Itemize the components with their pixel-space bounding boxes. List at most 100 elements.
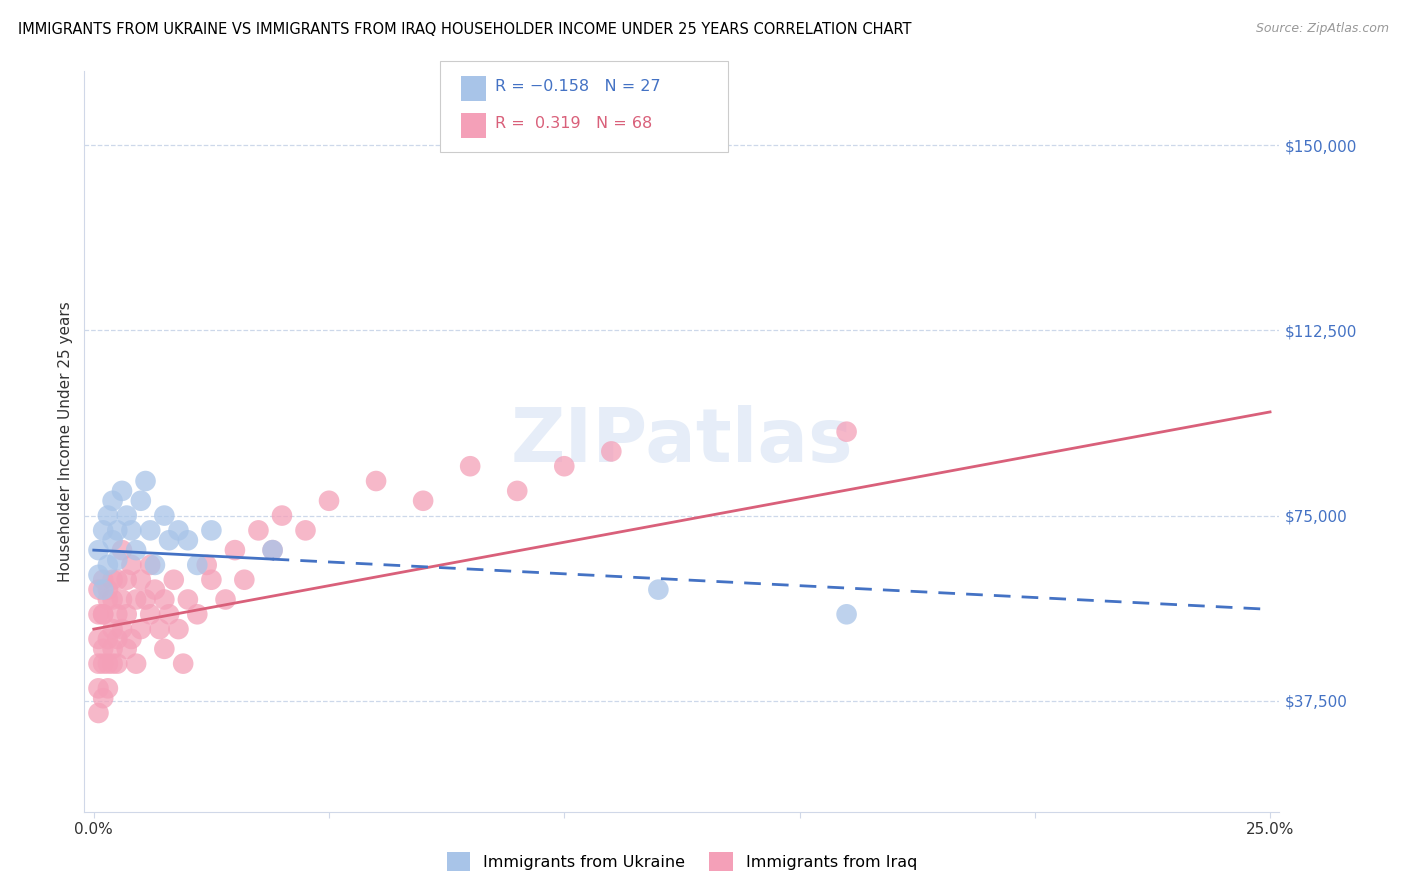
Point [318, 493, 340, 508]
Point [91, 573, 114, 587]
Point [172, 657, 194, 671]
Point [105, 553, 128, 567]
Point [600, 444, 623, 458]
Point [129, 573, 152, 587]
Point [195, 558, 218, 572]
Point [247, 524, 270, 538]
Point [157, 533, 180, 548]
Point [91, 524, 114, 538]
Point [97, 681, 120, 696]
Point [167, 622, 190, 636]
Point [97, 558, 120, 572]
Point [139, 607, 162, 622]
Point [139, 558, 162, 572]
Point [115, 641, 138, 656]
Point [97, 582, 120, 597]
Point [294, 524, 316, 538]
Text: Source: ZipAtlas.com: Source: ZipAtlas.com [1256, 22, 1389, 36]
Point [224, 543, 246, 558]
Point [97, 508, 120, 523]
Point [135, 474, 157, 488]
Point [87, 657, 110, 671]
Point [120, 558, 142, 572]
Point [412, 493, 434, 508]
Point [149, 622, 172, 636]
Point [87, 681, 110, 696]
Point [129, 493, 152, 508]
Point [143, 582, 166, 597]
Point [233, 573, 256, 587]
Point [97, 632, 120, 646]
Point [271, 508, 294, 523]
Point [186, 607, 208, 622]
Point [135, 592, 157, 607]
Point [111, 622, 134, 636]
Point [458, 459, 481, 474]
Point [167, 524, 190, 538]
Text: R = −0.158   N = 27: R = −0.158 N = 27 [495, 79, 661, 94]
Point [364, 474, 387, 488]
Y-axis label: Householder Income Under 25 years: Householder Income Under 25 years [58, 301, 73, 582]
Legend: Immigrants from Ukraine, Immigrants from Iraq: Immigrants from Ukraine, Immigrants from… [440, 846, 924, 878]
Point [125, 657, 148, 671]
Text: IMMIGRANTS FROM UKRAINE VS IMMIGRANTS FROM IRAQ HOUSEHOLDER INCOME UNDER 25 YEAR: IMMIGRANTS FROM UKRAINE VS IMMIGRANTS FR… [18, 22, 911, 37]
Point [87, 632, 110, 646]
Point [91, 582, 114, 597]
Point [111, 483, 134, 498]
Point [262, 543, 284, 558]
Point [214, 592, 236, 607]
Point [262, 543, 284, 558]
Point [647, 582, 669, 597]
Point [87, 706, 110, 720]
Point [87, 607, 110, 622]
Point [101, 493, 124, 508]
Point [111, 592, 134, 607]
Point [120, 632, 142, 646]
Point [101, 573, 124, 587]
Point [835, 425, 858, 439]
Point [87, 543, 110, 558]
Point [120, 524, 142, 538]
Point [139, 524, 162, 538]
Point [111, 543, 134, 558]
Point [97, 592, 120, 607]
Point [115, 607, 138, 622]
Point [115, 508, 138, 523]
Point [115, 573, 138, 587]
Point [835, 607, 858, 622]
Point [101, 657, 124, 671]
Point [97, 657, 120, 671]
Point [101, 592, 124, 607]
Point [105, 524, 128, 538]
Point [186, 558, 208, 572]
Point [105, 632, 128, 646]
Point [91, 607, 114, 622]
Point [105, 607, 128, 622]
Point [91, 691, 114, 706]
Text: R =  0.319   N = 68: R = 0.319 N = 68 [495, 117, 652, 131]
Point [105, 657, 128, 671]
Point [163, 573, 186, 587]
Point [105, 573, 128, 587]
Point [91, 607, 114, 622]
Point [153, 592, 176, 607]
Point [87, 582, 110, 597]
Point [101, 622, 124, 636]
Point [153, 641, 176, 656]
Point [157, 607, 180, 622]
Point [125, 543, 148, 558]
Point [125, 592, 148, 607]
Point [506, 483, 529, 498]
Point [553, 459, 575, 474]
Point [200, 524, 222, 538]
Point [91, 657, 114, 671]
Point [91, 641, 114, 656]
Point [177, 533, 200, 548]
Point [129, 622, 152, 636]
Point [101, 641, 124, 656]
Point [101, 533, 124, 548]
Point [200, 573, 222, 587]
Point [153, 508, 176, 523]
Point [143, 558, 166, 572]
Text: ZIPatlas: ZIPatlas [510, 405, 853, 478]
